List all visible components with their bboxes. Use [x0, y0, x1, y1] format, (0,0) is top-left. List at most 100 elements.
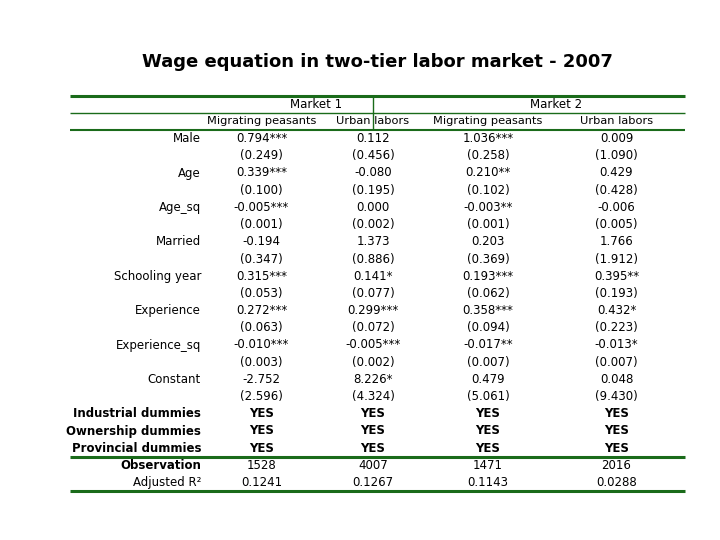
Text: Age_sq: Age_sq [158, 201, 201, 214]
Text: (0.003): (0.003) [240, 356, 283, 369]
Text: 1.766: 1.766 [600, 235, 634, 248]
Text: Male: Male [173, 132, 201, 145]
Text: (0.223): (0.223) [595, 321, 638, 334]
Text: Provincial dummies: Provincial dummies [71, 442, 201, 455]
Text: (0.002): (0.002) [351, 356, 395, 369]
Text: Migrating peasants: Migrating peasants [207, 117, 316, 126]
Text: (0.007): (0.007) [595, 356, 638, 369]
Text: YES: YES [476, 442, 500, 455]
Text: 0.395**: 0.395** [594, 269, 639, 283]
Text: 0.0288: 0.0288 [596, 476, 637, 489]
Text: 0.048: 0.048 [600, 373, 633, 386]
Text: -0.194: -0.194 [243, 235, 281, 248]
Text: Observation: Observation [120, 459, 201, 472]
Text: (0.062): (0.062) [467, 287, 509, 300]
Text: 0.358***: 0.358*** [462, 304, 513, 317]
Text: -0.005***: -0.005*** [346, 339, 400, 352]
Text: (0.053): (0.053) [240, 287, 283, 300]
Text: (5.061): (5.061) [467, 390, 509, 403]
Text: -0.013*: -0.013* [595, 339, 639, 352]
Text: -0.006: -0.006 [598, 201, 635, 214]
Text: Schooling year: Schooling year [114, 269, 201, 283]
Text: (1.912): (1.912) [595, 253, 638, 266]
Text: (0.249): (0.249) [240, 149, 283, 163]
Text: 0.339***: 0.339*** [236, 166, 287, 179]
Text: YES: YES [604, 424, 629, 437]
Text: 8.226*: 8.226* [354, 373, 392, 386]
Text: Ownership dummies: Ownership dummies [66, 424, 201, 437]
Text: YES: YES [604, 407, 629, 420]
Text: 0.193***: 0.193*** [462, 269, 513, 283]
Text: (1.090): (1.090) [595, 149, 638, 163]
Text: (0.886): (0.886) [351, 253, 395, 266]
Text: 0.299***: 0.299*** [347, 304, 399, 317]
Text: (0.063): (0.063) [240, 321, 283, 334]
Text: -2.752: -2.752 [243, 373, 281, 386]
Text: (0.369): (0.369) [467, 253, 509, 266]
Text: Experience_sq: Experience_sq [116, 339, 201, 352]
Text: (0.195): (0.195) [351, 184, 395, 197]
Text: Wage equation in two-tier labor market - 2007: Wage equation in two-tier labor market -… [142, 53, 613, 71]
Text: (0.258): (0.258) [467, 149, 509, 163]
Text: YES: YES [361, 424, 385, 437]
Text: (0.193): (0.193) [595, 287, 638, 300]
Text: 1528: 1528 [247, 459, 276, 472]
Text: 0.479: 0.479 [471, 373, 505, 386]
Text: (0.102): (0.102) [467, 184, 509, 197]
Text: 0.1241: 0.1241 [241, 476, 282, 489]
Text: (0.007): (0.007) [467, 356, 509, 369]
Text: -0.010***: -0.010*** [234, 339, 289, 352]
Text: 0.1267: 0.1267 [352, 476, 394, 489]
Text: Age: Age [179, 166, 201, 179]
Text: 0.009: 0.009 [600, 132, 633, 145]
Text: (0.347): (0.347) [240, 253, 283, 266]
Text: Migrating peasants: Migrating peasants [433, 117, 543, 126]
Text: YES: YES [249, 424, 274, 437]
Text: YES: YES [361, 442, 385, 455]
Text: 1471: 1471 [473, 459, 503, 472]
Text: 2016: 2016 [602, 459, 631, 472]
Text: 0.315***: 0.315*** [236, 269, 287, 283]
Text: -0.005***: -0.005*** [234, 201, 289, 214]
Text: Market 1: Market 1 [290, 98, 343, 111]
Text: 0.141*: 0.141* [354, 269, 392, 283]
Text: (0.100): (0.100) [240, 184, 283, 197]
Text: 0.1143: 0.1143 [467, 476, 508, 489]
Text: Industrial dummies: Industrial dummies [73, 407, 201, 420]
Text: (0.077): (0.077) [351, 287, 395, 300]
Text: 4007: 4007 [358, 459, 388, 472]
Text: 0.432*: 0.432* [597, 304, 636, 317]
Text: (2.596): (2.596) [240, 390, 283, 403]
Text: 0.272***: 0.272*** [236, 304, 287, 317]
Text: 1.036***: 1.036*** [462, 132, 513, 145]
Text: 0.203: 0.203 [472, 235, 505, 248]
Text: (0.428): (0.428) [595, 184, 638, 197]
Text: YES: YES [476, 407, 500, 420]
Text: YES: YES [476, 424, 500, 437]
Text: 0.112: 0.112 [356, 132, 390, 145]
Text: Constant: Constant [148, 373, 201, 386]
Text: (0.005): (0.005) [595, 218, 638, 231]
Text: (0.094): (0.094) [467, 321, 509, 334]
Text: (9.430): (9.430) [595, 390, 638, 403]
Text: YES: YES [249, 407, 274, 420]
Text: 0.794***: 0.794*** [236, 132, 287, 145]
Text: Urban labors: Urban labors [580, 117, 653, 126]
Text: 0.210**: 0.210** [465, 166, 510, 179]
Text: -0.003**: -0.003** [463, 201, 513, 214]
Text: 0.429: 0.429 [600, 166, 634, 179]
Text: Urban labors: Urban labors [336, 117, 410, 126]
Text: -0.080: -0.080 [354, 166, 392, 179]
Text: Married: Married [156, 235, 201, 248]
Text: (4.324): (4.324) [351, 390, 395, 403]
Text: (0.072): (0.072) [351, 321, 395, 334]
Text: 1.373: 1.373 [356, 235, 390, 248]
Text: (0.456): (0.456) [351, 149, 395, 163]
Text: YES: YES [361, 407, 385, 420]
Text: Adjusted R²: Adjusted R² [132, 476, 201, 489]
Text: YES: YES [249, 442, 274, 455]
Text: Experience: Experience [135, 304, 201, 317]
Text: 0.000: 0.000 [356, 201, 390, 214]
Text: YES: YES [604, 442, 629, 455]
Text: (0.002): (0.002) [351, 218, 395, 231]
